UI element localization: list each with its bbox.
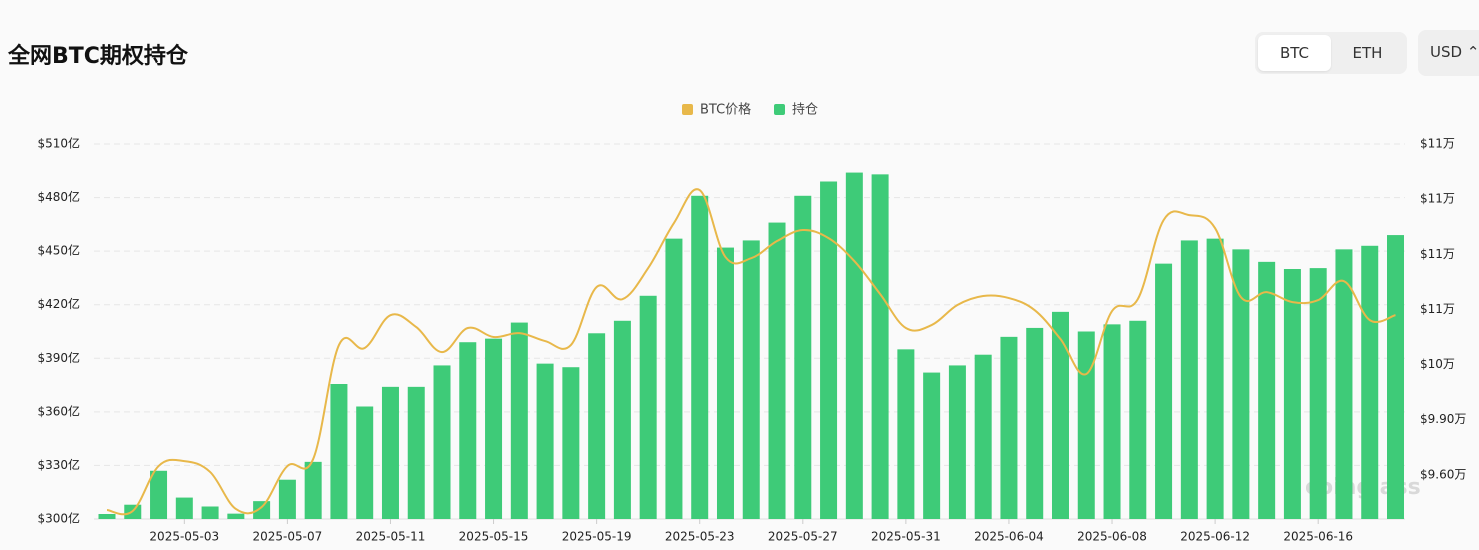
x-tick-label: 2025-05-03 [149,530,219,544]
bar [150,470,168,519]
y-tick-label: $450亿 [37,243,80,258]
bar [1206,238,1224,519]
legend-label: BTC价格 [700,102,751,118]
legend-swatch [682,104,693,115]
bar [175,497,193,519]
bar [356,406,374,519]
y2-tick-label: $11万 [1420,137,1455,151]
bar [1155,263,1173,519]
bar [1309,268,1327,519]
bar [639,295,657,519]
bar [948,365,966,519]
bar [1103,324,1121,519]
bar [1000,336,1018,519]
y2-tick-label: $10万 [1420,357,1455,371]
bar [716,247,734,520]
bar [1129,320,1147,519]
bar [278,479,296,519]
bar [485,338,503,519]
bar [381,386,399,519]
bar [871,174,889,519]
x-tick-label: 2025-05-23 [665,530,735,544]
bar [613,320,631,519]
bar [98,514,116,519]
y-tick-label: $480亿 [37,189,80,204]
y-tick-label: $300亿 [37,511,80,526]
x-tick-label: 2025-05-15 [459,530,529,544]
currency-label: USD [1430,43,1463,61]
page-title: 全网BTC期权持仓 [8,44,188,69]
price-line [106,188,1396,516]
x-tick-label: 2025-06-08 [1077,530,1147,544]
x-tick-label: 2025-05-19 [562,530,632,544]
y-tick-label: $390亿 [37,350,80,365]
x-tick-label: 2025-05-27 [768,530,838,544]
y2-tick-label: $9.90万 [1420,412,1466,426]
bar [407,386,425,519]
y-tick-label: $510亿 [37,136,80,151]
bar [742,240,760,519]
x-tick-label: 2025-06-12 [1180,530,1250,544]
bar [845,172,863,520]
currency-select[interactable]: USD ⌃ [1418,30,1479,76]
bar [1283,269,1301,519]
x-tick-label: 2025-06-16 [1283,530,1353,544]
bar [794,195,812,520]
bar [227,513,245,519]
bar [691,195,709,520]
bar [974,354,992,519]
y-tick-label: $360亿 [37,403,80,418]
y2-tick-label: $9.60万 [1420,467,1466,481]
x-tick-label: 2025-05-31 [871,530,941,544]
bar [201,506,219,519]
bar [459,342,477,519]
y-tick-label: $330亿 [37,457,80,472]
bar [1026,327,1044,519]
bar [1180,240,1198,519]
bar [1387,235,1404,520]
bar [1258,261,1276,519]
y-tick-label: $420亿 [37,296,80,311]
bar [588,333,606,519]
y2-tick-label: $11万 [1420,247,1455,261]
bar [510,322,528,519]
bar [1077,331,1095,519]
bar [253,501,271,519]
bar [304,461,322,519]
bar [330,384,348,519]
bar [1232,249,1250,519]
bar [536,363,554,519]
bar [433,365,451,519]
legend-swatch [774,104,785,115]
bar [923,372,941,519]
y2-tick-label: $11万 [1420,192,1455,206]
bar [820,181,838,519]
btc-button[interactable]: BTC [1258,35,1331,71]
bar [665,238,683,519]
x-tick-label: 2025-06-04 [974,530,1044,544]
x-tick-label: 2025-05-07 [253,530,323,544]
bar [562,367,580,519]
coin-switch: BTC ETH [1255,32,1407,74]
bar [1051,311,1069,519]
bar [897,349,915,519]
bar [1335,249,1353,519]
legend-label: 持仓 [792,103,818,118]
y2-tick-label: $11万 [1420,302,1455,316]
bar [768,222,786,520]
x-tick-label: 2025-05-11 [356,530,426,544]
bar [1361,245,1379,520]
eth-button[interactable]: ETH [1352,44,1383,62]
